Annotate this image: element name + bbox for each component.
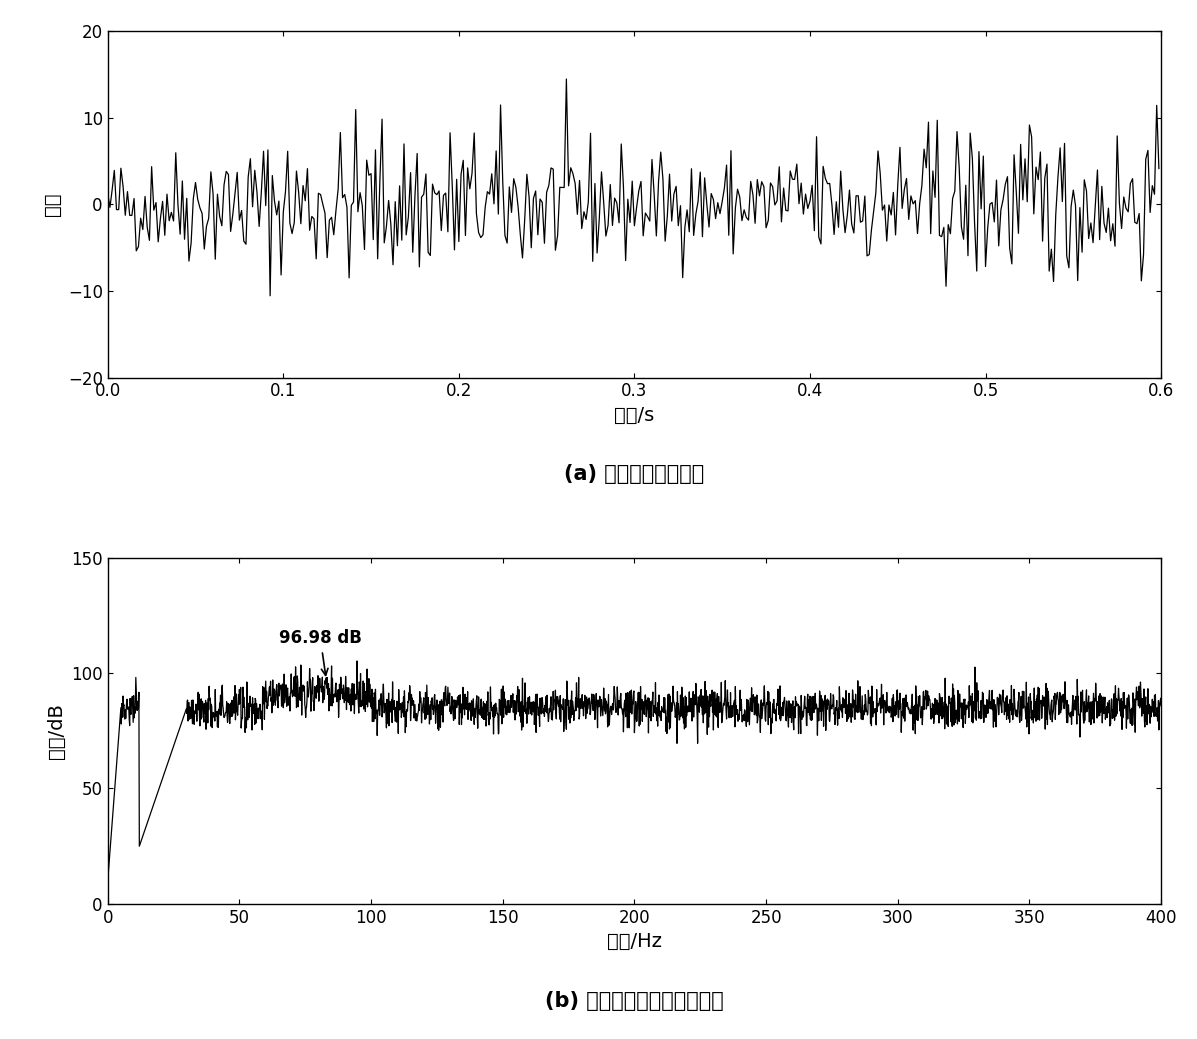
- Y-axis label: 幅値: 幅値: [43, 192, 62, 216]
- Text: 96.98 dB: 96.98 dB: [279, 630, 361, 675]
- X-axis label: 时间/s: 时间/s: [614, 406, 655, 425]
- Text: (a) 系统输入带噪信号: (a) 系统输入带噪信号: [564, 464, 705, 484]
- Y-axis label: 幅値/dB: 幅値/dB: [47, 702, 66, 758]
- Text: (b) 系统输入带噪信号功率谱: (b) 系统输入带噪信号功率谱: [545, 990, 724, 1011]
- X-axis label: 频率/Hz: 频率/Hz: [607, 932, 662, 952]
